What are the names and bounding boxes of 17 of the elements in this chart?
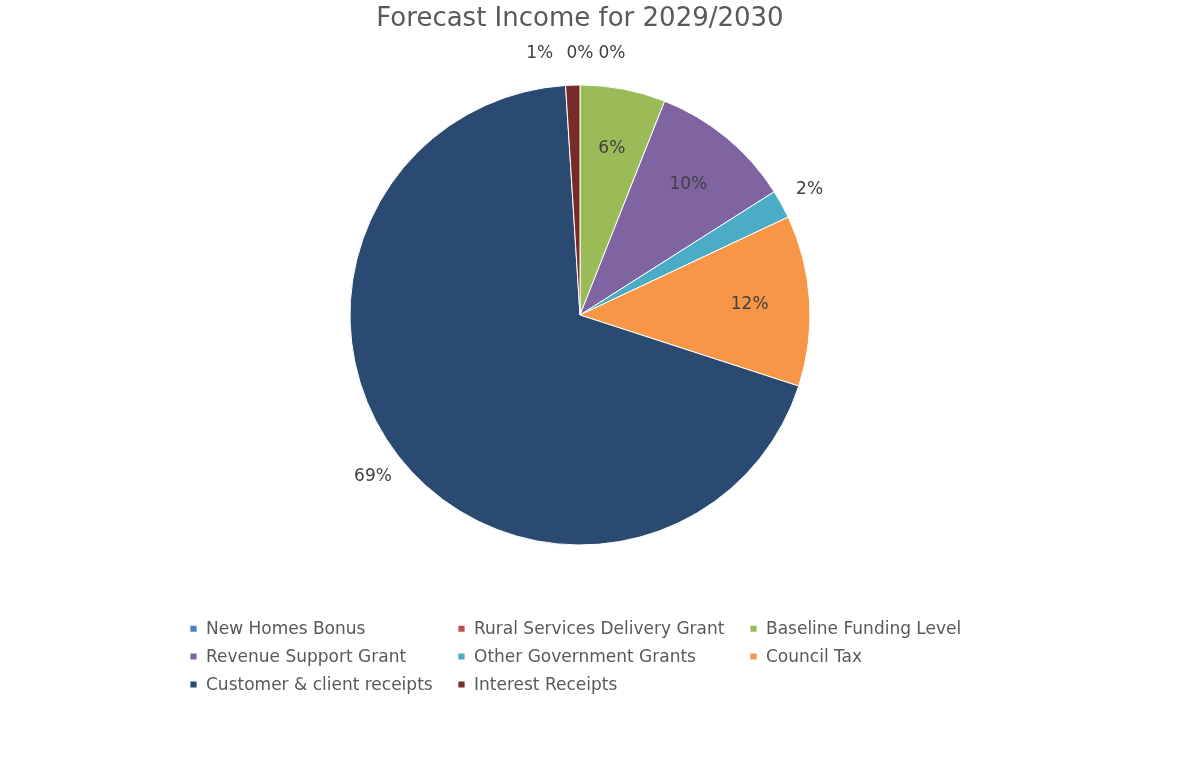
legend-label: Interest Receipts xyxy=(474,673,618,694)
text: 0% xyxy=(566,42,594,62)
legend-label: Council Tax xyxy=(766,645,863,666)
text: 0% xyxy=(598,42,626,62)
data-label: 10% xyxy=(669,173,708,194)
data-label: 12% xyxy=(730,293,769,314)
legend-label: Revenue Support Grant xyxy=(206,645,407,666)
data-label: 2% xyxy=(796,177,824,198)
data-label: 1% xyxy=(526,42,554,63)
legend-label: Baseline Funding Level xyxy=(766,617,962,638)
legend-label: Rural Services Delivery Grant xyxy=(474,617,725,638)
legend-label: New Homes Bonus xyxy=(206,617,366,638)
legend-label: Other Government Grants xyxy=(474,645,697,666)
data-label: 6% xyxy=(598,137,626,158)
data-label: 69% xyxy=(354,464,392,485)
legend-label: Customer & client receipts xyxy=(206,673,433,694)
chart-title: Forecast Income for 2029/2030 xyxy=(376,2,784,32)
